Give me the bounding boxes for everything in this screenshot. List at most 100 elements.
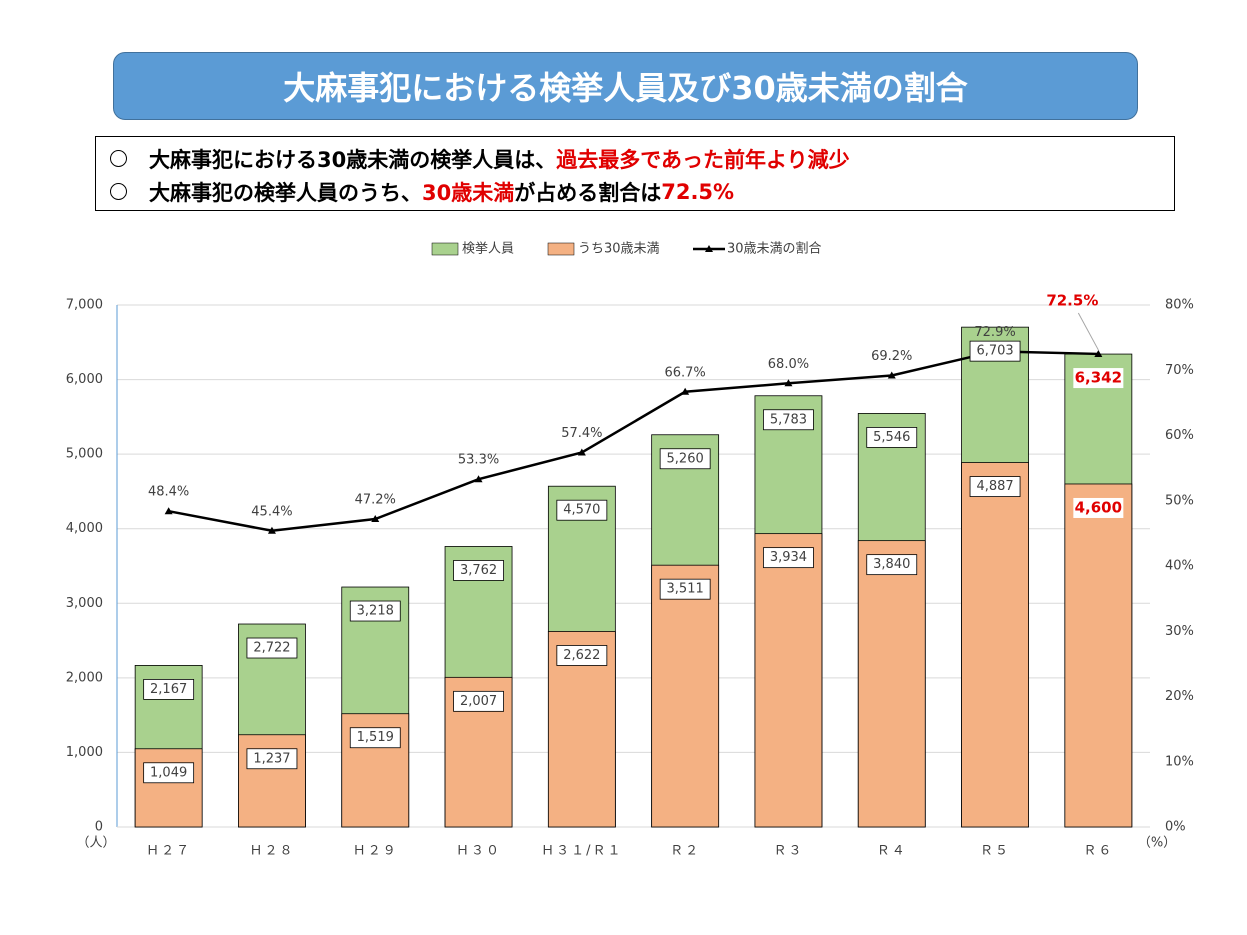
- bullet: [110, 150, 127, 167]
- value-label-box: [1073, 497, 1124, 518]
- value-label-box: [763, 409, 814, 431]
- title-banner: 大麻事犯における検挙人員及び30歳未満の割合: [113, 52, 1138, 120]
- bar: [961, 462, 1029, 828]
- value-label: 72.5%: [1046, 292, 1098, 310]
- value-label: 5,260: [667, 451, 704, 466]
- x-tick-label: Ｈ２９: [353, 844, 398, 859]
- value-label: 2,722: [253, 641, 290, 656]
- y-unit: （人）: [76, 836, 115, 851]
- line: [168, 350, 1099, 533]
- legend-swatch: [431, 242, 459, 256]
- summary-text: 30歳未満: [422, 180, 515, 205]
- value-label: 57.4%: [561, 426, 602, 441]
- y2-tick-label: 10%: [1165, 754, 1194, 769]
- x-tick-label: Ｈ３０: [456, 844, 501, 859]
- legend-swatch: [547, 242, 575, 256]
- value-label-box: [659, 578, 711, 600]
- y2-tick-label: 70%: [1165, 363, 1194, 378]
- value-label: 69.2%: [871, 349, 912, 364]
- summary-line: 大麻事犯における30歳未満の検挙人員は、 過去最多であった前年より減少: [110, 142, 1174, 175]
- x-tick-label: Ｒ４: [877, 844, 907, 859]
- value-label-box: [349, 727, 401, 749]
- y-tick-label: 0: [95, 820, 103, 835]
- value-label-box: [556, 645, 608, 666]
- y2-tick-label: 40%: [1165, 559, 1194, 574]
- value-label: 6,342: [1075, 369, 1122, 387]
- marker: [371, 515, 380, 523]
- value-label-box: [659, 448, 711, 470]
- y2-tick-label: 0%: [1165, 820, 1186, 835]
- value-label-box: [1073, 368, 1124, 389]
- value-label: 3,762: [460, 563, 497, 578]
- value-label-box: [763, 547, 814, 569]
- value-label: 45.4%: [251, 504, 292, 519]
- value-label: 4,570: [563, 503, 600, 518]
- y2-unit: （%）: [1138, 836, 1176, 851]
- marker: [577, 448, 586, 456]
- value-label-box: [969, 340, 1021, 362]
- value-label-box: [866, 554, 918, 576]
- y-tick-label: 6,000: [66, 372, 103, 387]
- bar: [857, 540, 926, 828]
- x-tick-label: Ｒ５: [980, 844, 1010, 859]
- value-label: 72.9%: [974, 325, 1015, 340]
- legend-label: 30歳未満の割合: [727, 241, 822, 257]
- marker: [474, 475, 483, 483]
- value-label-box: [143, 762, 195, 784]
- y2-tick-label: 60%: [1165, 428, 1194, 443]
- x-tick-label: Ｈ２８: [249, 844, 294, 859]
- value-label: 2,622: [563, 648, 600, 663]
- x-tick-label: Ｒ３: [773, 844, 803, 859]
- bar: [651, 564, 720, 828]
- value-label: 5,783: [770, 412, 807, 427]
- y2-tick-label: 30%: [1165, 624, 1194, 639]
- value-label: 3,218: [357, 604, 394, 619]
- y2-tick-label: 20%: [1165, 689, 1194, 704]
- value-label: 66.7%: [664, 365, 705, 380]
- y2-tick-label: 50%: [1165, 493, 1194, 508]
- summary-text: 72.5%: [661, 179, 735, 204]
- x-tick-label: Ｈ２７: [146, 844, 191, 859]
- value-label: 68.0%: [768, 357, 809, 372]
- value-label: 5,546: [873, 430, 910, 445]
- value-label-box: [556, 499, 608, 521]
- marker: [784, 379, 793, 387]
- value-label: 53.3%: [458, 453, 499, 468]
- value-label: 47.2%: [355, 493, 396, 508]
- summary-box: 大麻事犯における30歳未満の検挙人員は、 過去最多であった前年より減少 大麻事犯の検…: [95, 136, 1175, 211]
- summary-text: が占める割合は: [514, 180, 662, 205]
- value-label: 6,703: [976, 344, 1013, 359]
- x-tick-label: Ｒ６: [1083, 844, 1113, 859]
- y-tick-label: 3,000: [66, 596, 103, 611]
- summary-text: 過去最多であった前年より減少: [556, 147, 850, 172]
- y-tick-label: 2,000: [66, 670, 103, 685]
- legend-label: 検挙人員: [462, 242, 514, 257]
- summary-line: 大麻事犯の検挙人員のうち、 30歳未満 が占める割合は 72.5%: [110, 175, 1174, 208]
- x-tick-label: Ｒ２: [670, 844, 700, 859]
- leader-line: [1077, 312, 1099, 351]
- chart-title: 大麻事犯における検挙人員及び30歳未満の割合: [283, 69, 968, 107]
- bar: [1064, 483, 1133, 828]
- y-tick-label: 5,000: [66, 447, 103, 462]
- marker: [164, 507, 173, 515]
- bar: [134, 748, 203, 828]
- value-label-box: [349, 600, 401, 622]
- summary-text: 大麻事犯における30歳未満の検挙人員は、: [149, 147, 557, 172]
- value-label-box: [453, 560, 504, 581]
- value-label-box: [969, 476, 1021, 497]
- y-tick-label: 4,000: [66, 521, 103, 536]
- value-label-box: [246, 637, 298, 659]
- value-label: 2,167: [150, 682, 187, 697]
- summary-text: 大麻事犯の検挙人員のうち、: [149, 180, 422, 205]
- legend-label: うち30歳未満: [578, 242, 660, 257]
- marker: [681, 387, 690, 395]
- marker: [267, 526, 276, 534]
- value-label-box: [866, 427, 918, 448]
- y2-tick-label: 80%: [1165, 298, 1194, 313]
- value-label: 3,840: [873, 557, 910, 572]
- value-label: 1,237: [253, 751, 290, 766]
- legend-marker: [705, 245, 713, 252]
- value-label-box: [143, 679, 195, 700]
